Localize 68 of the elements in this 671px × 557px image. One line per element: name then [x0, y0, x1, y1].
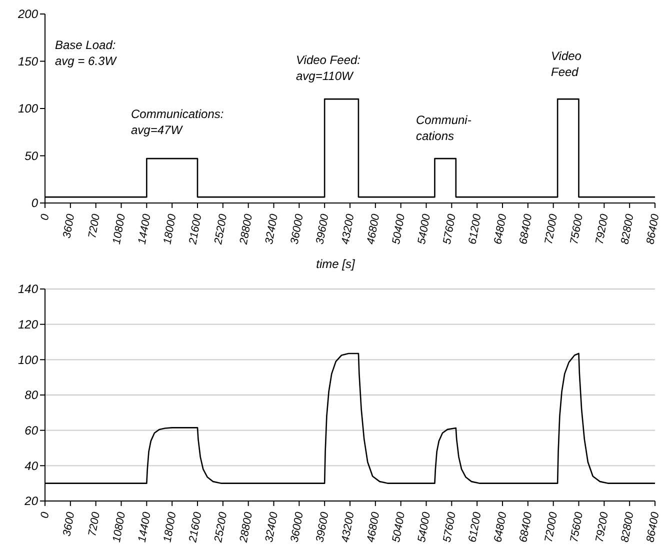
x-tick-label: 10800 — [110, 510, 128, 544]
x-tick-label: 39600 — [314, 212, 332, 246]
x-tick-label: 28800 — [238, 212, 256, 246]
y-tick-label: 150 — [18, 54, 38, 68]
y-tick-label: 20 — [24, 494, 38, 508]
x-tick-label: 18000 — [162, 212, 179, 246]
x-tick-label: 50400 — [390, 510, 408, 544]
x-tick-label: 79200 — [594, 510, 612, 544]
x-axis-title: time [s] — [315, 257, 356, 271]
y-tick-label: 140 — [18, 282, 38, 296]
y-tick-label: 0 — [31, 196, 38, 210]
x-tick-label: 36000 — [288, 510, 306, 544]
x-tick-label: 64800 — [492, 212, 510, 246]
annotation: Communi- cations — [416, 112, 472, 144]
x-tick-label: 75600 — [568, 212, 586, 246]
y-tick-label: 40 — [24, 458, 38, 473]
x-tick-label: 82800 — [619, 212, 636, 246]
x-tick-label: 28800 — [238, 510, 256, 544]
annotation: Communications: avg=47W — [131, 106, 224, 138]
x-tick-label: 25200 — [212, 510, 230, 544]
x-tick-label: 7200 — [86, 212, 103, 240]
x-tick-label: 18000 — [162, 510, 179, 544]
x-tick-label: 3600 — [61, 510, 78, 538]
y-tick-label: 200 — [16, 7, 38, 22]
x-tick-label: 50400 — [390, 212, 408, 246]
x-tick-label: 54000 — [416, 510, 434, 544]
x-tick-label: 46800 — [365, 510, 382, 544]
x-tick-label: 61200 — [466, 212, 484, 246]
x-tick-label: 86400 — [644, 510, 662, 544]
x-tick-label: 75600 — [568, 510, 586, 544]
x-tick-label: 21600 — [186, 212, 204, 246]
y-tick-label: 100 — [18, 352, 38, 367]
annotation: Base Load: avg = 6.3W — [55, 37, 116, 69]
x-tick-label: 0 — [38, 510, 52, 520]
x-tick-label: 57600 — [441, 510, 459, 544]
x-tick-label: 82800 — [619, 510, 636, 544]
x-tick-label: 39600 — [314, 510, 332, 544]
x-tick-label: 54000 — [416, 212, 434, 246]
x-tick-label: 61200 — [466, 510, 484, 544]
x-tick-label: 0 — [38, 212, 52, 222]
x-tick-label: 32400 — [263, 212, 281, 246]
x-tick-label: 57600 — [441, 212, 459, 246]
y-tick-label: 100 — [18, 102, 38, 116]
x-tick-label: 36000 — [288, 212, 306, 246]
x-tick-label: 46800 — [365, 212, 382, 246]
x-tick-label: 43200 — [340, 212, 357, 246]
x-tick-label: 68400 — [518, 510, 535, 544]
x-tick-label: 25200 — [212, 212, 230, 246]
x-tick-label: 14400 — [136, 510, 154, 544]
x-tick-label: 14400 — [136, 212, 154, 246]
annotation: Video Feed: avg=110W — [296, 52, 360, 84]
x-tick-label: 64800 — [492, 510, 510, 544]
x-tick-label: 72000 — [542, 510, 560, 544]
x-tick-label: 79200 — [594, 212, 612, 246]
y-tick-label: 60 — [24, 424, 38, 438]
y-tick-label: 50 — [24, 148, 38, 163]
y-tick-label: 80 — [24, 388, 38, 402]
x-tick-label: 10800 — [110, 212, 128, 246]
x-tick-label: 68400 — [518, 212, 535, 246]
x-tick-label: 43200 — [340, 510, 357, 544]
y-tick-label: 120 — [18, 318, 38, 332]
x-tick-label: 3600 — [61, 212, 78, 240]
annotation: Video Feed — [551, 48, 582, 80]
x-tick-label: 32400 — [263, 510, 281, 544]
x-tick-label: 21600 — [186, 510, 204, 544]
x-tick-label: 7200 — [86, 510, 103, 538]
x-tick-label: 86400 — [644, 212, 662, 246]
x-tick-label: 72000 — [542, 212, 560, 246]
